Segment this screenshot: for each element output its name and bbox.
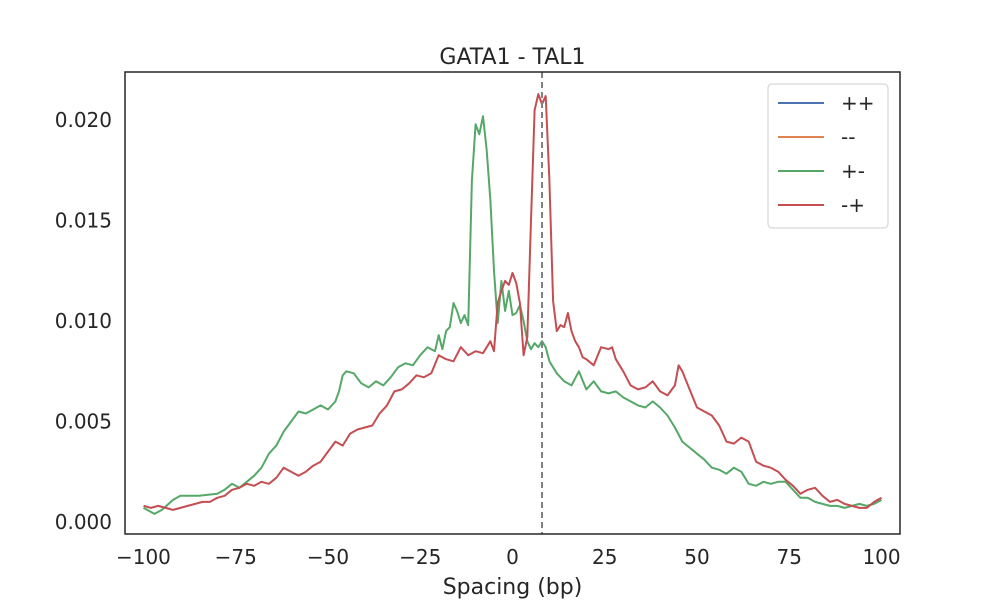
x-tick-label: −50	[307, 545, 349, 569]
x-tick-label: 50	[684, 545, 709, 569]
legend-box	[767, 83, 889, 229]
plot-frame	[124, 71, 901, 535]
legend: ++ -- +- -+	[767, 83, 889, 229]
x-tick-label: −75	[215, 545, 257, 569]
x-tick-label: 0	[506, 545, 519, 569]
legend-label: --	[841, 125, 855, 149]
y-tick-label: 0.020	[55, 108, 112, 132]
series-layer	[143, 93, 882, 515]
x-axis-ticks: −100 −75 −50 −25 0 25 50 75 100	[116, 545, 901, 569]
y-tick-label: 0.010	[55, 309, 112, 333]
x-tick-label: 100	[862, 545, 900, 569]
chart-title: GATA1 - TAL1	[439, 45, 585, 70]
x-tick-label: 25	[592, 545, 617, 569]
y-tick-label: 0.005	[55, 410, 112, 434]
x-tick-label: 75	[777, 545, 802, 569]
legend-label: +-	[841, 159, 865, 183]
x-axis-label: Spacing (bp)	[443, 575, 583, 600]
series-line--+	[143, 93, 882, 511]
y-tick-label: 0.000	[55, 510, 112, 534]
y-axis-ticks: 0.000 0.005 0.010 0.015 0.020	[55, 108, 112, 534]
series-line-+-	[143, 115, 882, 515]
legend-label: ++	[841, 91, 875, 115]
x-tick-label: −100	[116, 545, 171, 569]
legend-label: -+	[841, 193, 865, 217]
y-tick-label: 0.015	[55, 209, 112, 233]
x-tick-label: −25	[399, 545, 441, 569]
